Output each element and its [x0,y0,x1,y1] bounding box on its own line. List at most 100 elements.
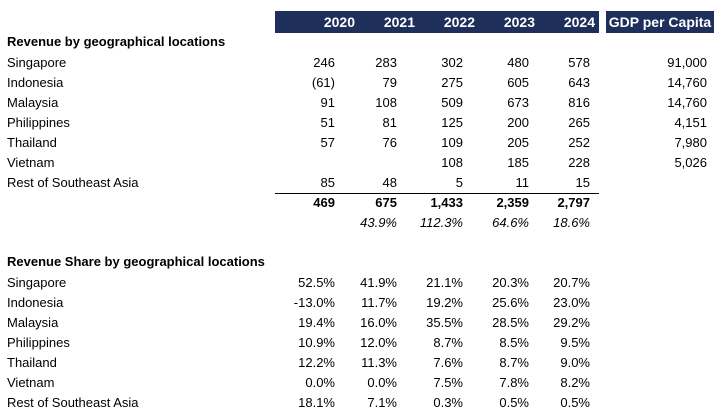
share-value-cell[interactable]: 52.5% [298,275,335,290]
gdp-per-capita-cell[interactable]: 4,151 [674,115,707,130]
revenue-value-cell[interactable]: 246 [313,55,335,70]
share-value-cell[interactable]: 8.2% [560,375,590,390]
share-value-cell[interactable]: 9.5% [560,335,590,350]
year-header-2022[interactable]: 2022 [443,14,475,30]
share-value-cell[interactable]: 0.5% [499,395,529,410]
total-2023[interactable]: 2,359 [496,195,529,210]
revenue-country-label[interactable]: Vietnam [7,155,55,170]
share-value-cell[interactable]: 35.5% [426,315,463,330]
revenue-value-cell[interactable]: 81 [382,115,397,130]
revenue-value-cell[interactable]: 15 [575,175,590,190]
growth-2021[interactable]: 43.9% [360,215,397,230]
share-value-cell[interactable]: 12.0% [360,335,397,350]
revenue-country-label[interactable]: Malaysia [7,95,59,110]
revenue-value-cell[interactable]: 265 [568,115,590,130]
revenue-value-cell[interactable]: 11 [515,175,530,190]
share-value-cell[interactable]: 29.2% [553,315,590,330]
revenue-value-cell[interactable]: 578 [568,55,590,70]
revenue-value-cell[interactable]: 275 [441,75,463,90]
share-value-cell[interactable]: 7.6% [433,355,463,370]
revenue-value-cell[interactable]: (61) [311,75,335,90]
total-2024[interactable]: 2,797 [557,195,590,210]
revenue-value-cell[interactable]: 283 [375,55,397,70]
revenue-value-cell[interactable]: 816 [568,95,590,110]
gdp-per-capita-cell[interactable]: 91,000 [667,55,707,70]
revenue-value-cell[interactable]: 5 [455,175,463,190]
revenue-value-cell[interactable]: 108 [375,95,397,110]
share-country-label[interactable]: Singapore [7,275,67,290]
revenue-value-cell[interactable]: 205 [507,135,529,150]
year-header-2023[interactable]: 2023 [503,14,535,30]
revenue-country-label[interactable]: Rest of Southeast Asia [7,175,139,190]
share-value-cell[interactable]: 41.9% [360,275,397,290]
share-section-title[interactable]: Revenue Share by geographical locations [7,254,265,269]
share-country-label[interactable]: Malaysia [7,315,59,330]
gdp-per-capita-cell[interactable]: 5,026 [674,155,707,170]
revenue-country-label[interactable]: Philippines [7,115,70,130]
revenue-country-label[interactable]: Thailand [7,135,57,150]
share-value-cell[interactable]: 11.3% [361,355,397,370]
share-value-cell[interactable]: 8.7% [499,355,529,370]
growth-2023[interactable]: 64.6% [492,215,529,230]
revenue-value-cell[interactable]: 85 [320,175,335,190]
total-2021[interactable]: 675 [375,195,397,210]
share-country-label[interactable]: Vietnam [7,375,55,390]
revenue-value-cell[interactable]: 252 [568,135,590,150]
revenue-value-cell[interactable]: 109 [441,135,463,150]
share-value-cell[interactable]: 20.3% [492,275,529,290]
year-header-2024[interactable]: 2024 [563,14,595,30]
share-country-label[interactable]: Rest of Southeast Asia [7,395,139,410]
revenue-value-cell[interactable]: 48 [382,175,397,190]
share-country-label[interactable]: Thailand [7,355,57,370]
revenue-value-cell[interactable]: 643 [568,75,590,90]
year-header-2021[interactable]: 2021 [383,14,415,30]
share-value-cell[interactable]: 0.3% [433,395,463,410]
share-value-cell[interactable]: 19.2% [426,295,463,310]
share-value-cell[interactable]: 19.4% [298,315,335,330]
revenue-value-cell[interactable]: 51 [320,115,335,130]
share-country-label[interactable]: Philippines [7,335,70,350]
share-country-label[interactable]: Indonesia [7,295,64,310]
revenue-value-cell[interactable]: 185 [507,155,529,170]
revenue-country-label[interactable]: Indonesia [7,75,64,90]
share-value-cell[interactable]: 10.9% [298,335,335,350]
year-header-2020[interactable]: 2020 [323,14,355,30]
share-value-cell[interactable]: 18.1% [298,395,335,410]
share-value-cell[interactable]: 8.5% [499,335,529,350]
share-value-cell[interactable]: 8.7% [433,335,463,350]
revenue-value-cell[interactable]: 91 [320,95,335,110]
gdp-per-capita-cell[interactable]: 14,760 [667,95,707,110]
share-value-cell[interactable]: -13.0% [293,295,335,310]
total-2020[interactable]: 469 [313,195,335,210]
share-value-cell[interactable]: 16.0% [360,315,397,330]
share-value-cell[interactable]: 7.5% [433,375,463,390]
revenue-value-cell[interactable]: 480 [507,55,529,70]
share-value-cell[interactable]: 9.0% [560,355,590,370]
share-value-cell[interactable]: 7.1% [367,395,397,410]
revenue-value-cell[interactable]: 108 [441,155,463,170]
revenue-value-cell[interactable]: 79 [382,75,397,90]
revenue-value-cell[interactable]: 125 [441,115,463,130]
revenue-country-label[interactable]: Singapore [7,55,67,70]
revenue-value-cell[interactable]: 76 [382,135,397,150]
revenue-value-cell[interactable]: 57 [320,135,335,150]
revenue-value-cell[interactable]: 228 [568,155,590,170]
share-value-cell[interactable]: 28.5% [492,315,529,330]
share-value-cell[interactable]: 25.6% [492,295,529,310]
revenue-value-cell[interactable]: 605 [507,75,529,90]
gdp-header[interactable]: GDP per Capita [606,11,714,33]
share-value-cell[interactable]: 21.1% [426,275,463,290]
share-value-cell[interactable]: 0.0% [305,375,335,390]
share-value-cell[interactable]: 0.5% [560,395,590,410]
share-value-cell[interactable]: 11.7% [361,295,397,310]
total-2022[interactable]: 1,433 [430,195,463,210]
revenue-value-cell[interactable]: 509 [441,95,463,110]
gdp-per-capita-cell[interactable]: 14,760 [667,75,707,90]
share-value-cell[interactable]: 12.2% [298,355,335,370]
share-value-cell[interactable]: 0.0% [367,375,397,390]
revenue-value-cell[interactable]: 673 [507,95,529,110]
gdp-per-capita-cell[interactable]: 7,980 [674,135,707,150]
growth-2024[interactable]: 18.6% [553,215,590,230]
revenue-value-cell[interactable]: 302 [441,55,463,70]
growth-2022[interactable]: 112.3% [419,215,463,230]
